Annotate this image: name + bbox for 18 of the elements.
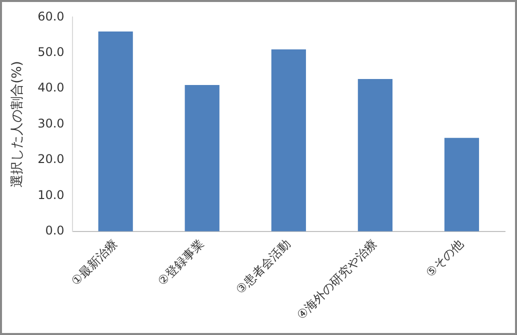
bar — [444, 138, 480, 232]
bar — [271, 49, 306, 232]
x-tick-label: ④海外の研究や治療 — [294, 236, 380, 322]
x-tick-label: ⑤その他 — [423, 236, 466, 280]
y-tick-label: 50.0 — [38, 45, 64, 60]
x-tick-label: ②登録事業 — [155, 236, 206, 288]
bar — [98, 31, 133, 232]
y-tick-label: 30.0 — [38, 116, 64, 130]
x-tick-label: ①最新治療 — [68, 236, 120, 288]
x-tick-label: ③患者会活動 — [233, 236, 293, 297]
y-tick-label: 60.0 — [38, 9, 64, 24]
y-tick-label: 0.0 — [45, 223, 64, 238]
y-tick-label: 20.0 — [38, 152, 64, 166]
bar — [358, 78, 393, 232]
y-axis-title: 選択した人の割合(%) — [10, 61, 26, 188]
y-tick-label: 40.0 — [38, 80, 64, 95]
y-tick-label: 10.0 — [38, 188, 64, 202]
bar — [184, 85, 220, 232]
